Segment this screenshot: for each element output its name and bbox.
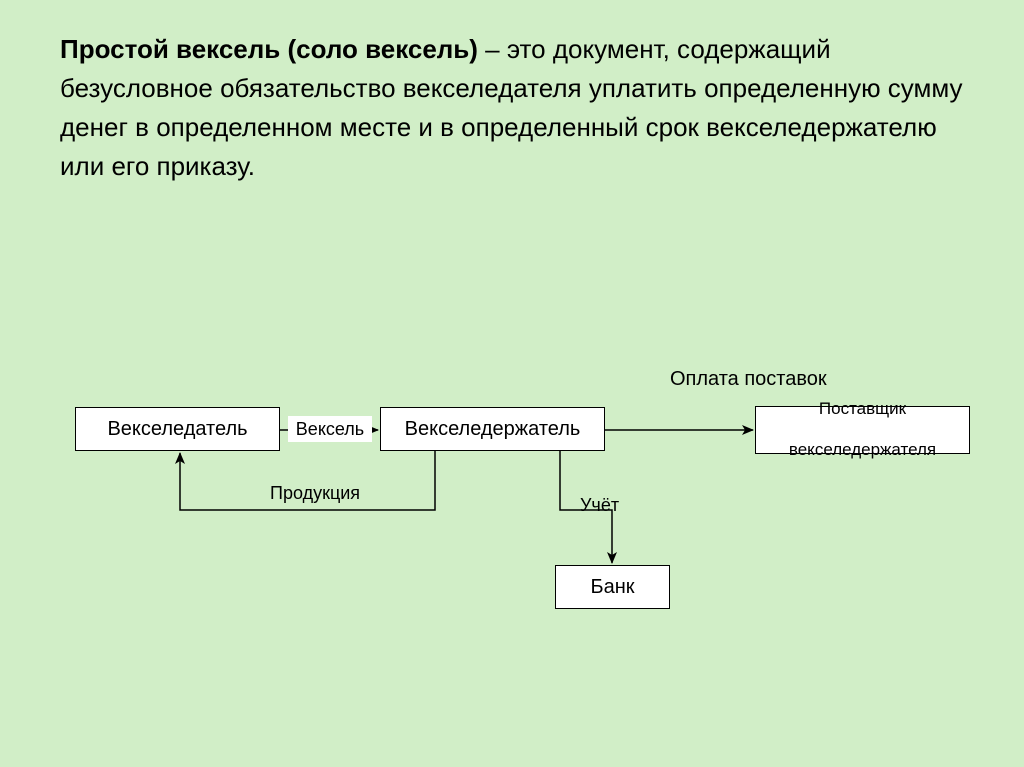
node-supplier-label-2: векселедержателя xyxy=(789,440,936,460)
edge-label-bill-box: Вексель xyxy=(288,416,372,442)
edge-label-bill: Вексель xyxy=(296,419,364,440)
node-supplier-label-1: Поставщик xyxy=(819,399,906,419)
node-holder: Векселедержатель xyxy=(380,407,605,451)
flow-diagram: Векселедатель Векселедержатель Поставщик… xyxy=(0,0,1024,767)
label-account: Учёт xyxy=(580,495,619,516)
label-product: Продукция xyxy=(270,483,360,504)
node-bank-label: Банк xyxy=(590,575,634,599)
node-drawer: Векселедатель xyxy=(75,407,280,451)
label-payment: Оплата поставок xyxy=(670,368,827,391)
node-holder-label: Векселедержатель xyxy=(405,417,581,441)
node-supplier: Поставщик векселедержателя xyxy=(755,406,970,454)
diagram-arrows-svg xyxy=(0,0,1024,767)
node-drawer-label: Векселедатель xyxy=(107,417,247,441)
node-bank: Банк xyxy=(555,565,670,609)
